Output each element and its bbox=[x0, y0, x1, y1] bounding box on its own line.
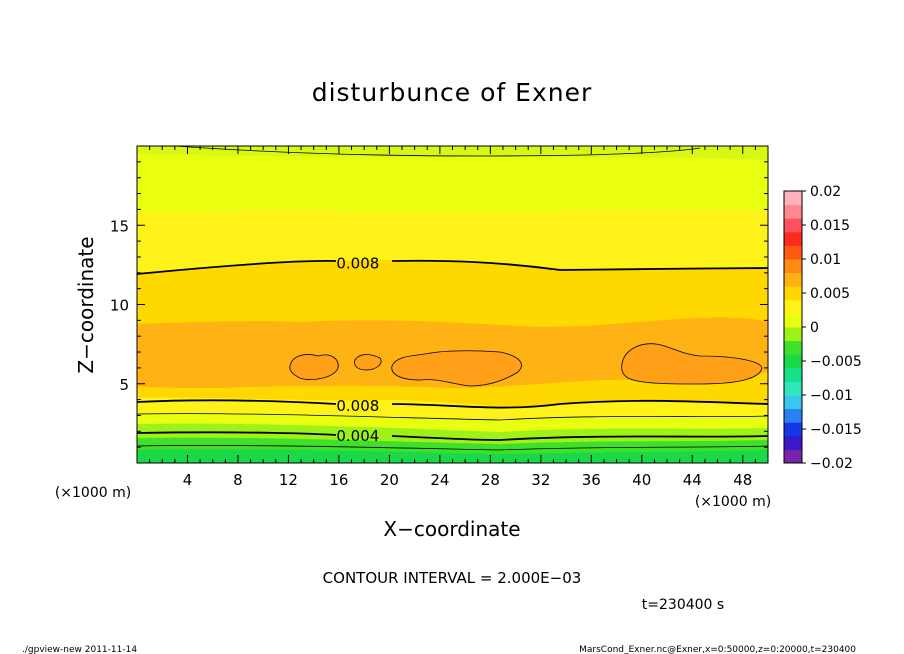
contour-line-0-004 bbox=[136, 431, 769, 441]
x-tick-label: 20 bbox=[380, 471, 399, 489]
y-tick-label: 5 bbox=[119, 376, 129, 394]
contour-0-012-cell bbox=[289, 354, 339, 380]
colorbar-swatch bbox=[784, 449, 802, 464]
colorbar-swatch bbox=[784, 327, 802, 342]
colorbar-swatch bbox=[784, 191, 802, 206]
colorbar-swatch bbox=[784, 422, 802, 437]
colorbar-swatch bbox=[784, 313, 802, 328]
colorbar bbox=[783, 190, 803, 464]
x-tick-label: 28 bbox=[481, 471, 500, 489]
contour-0-012-cell bbox=[621, 343, 763, 385]
colorbar-swatch bbox=[784, 367, 802, 382]
colorbar-swatch bbox=[784, 218, 802, 233]
x-tick-label: 24 bbox=[430, 471, 449, 489]
colorbar-swatch bbox=[784, 340, 802, 355]
contour-line-0-008-upper bbox=[136, 259, 769, 275]
x-tick-label: 16 bbox=[329, 471, 348, 489]
colorbar-label: 0.015 bbox=[810, 218, 850, 234]
colorbar-swatch bbox=[784, 299, 802, 314]
colorbar-label: −0.02 bbox=[810, 456, 853, 472]
time-label: t=230400 s bbox=[642, 597, 724, 613]
contour-line-0-008-lower bbox=[136, 399, 769, 409]
x-tick-label: 40 bbox=[632, 471, 651, 489]
colorbar-label: 0.02 bbox=[810, 184, 841, 200]
colorbar-swatch bbox=[784, 408, 802, 423]
contour-line-top bbox=[174, 145, 701, 157]
contour-interval: CONTOUR INTERVAL = 2.000E−03 bbox=[323, 569, 582, 587]
y-tick-label: 15 bbox=[110, 217, 129, 235]
contour-0-012-cell bbox=[354, 354, 382, 371]
colorbar-label: 0 bbox=[810, 320, 819, 336]
x-tick-label: 12 bbox=[279, 471, 298, 489]
colorbar-label: −0.015 bbox=[810, 422, 862, 438]
x-tick-label: 48 bbox=[733, 471, 752, 489]
footer-left: ./gpview-new 2011-11-14 bbox=[22, 645, 137, 654]
x-tick-label: 32 bbox=[531, 471, 550, 489]
y-axis: 5 10 15 bbox=[110, 161, 768, 448]
colorbar-swatch bbox=[784, 204, 802, 219]
band-top bbox=[137, 146, 768, 160]
colorbar-swatch bbox=[784, 381, 802, 396]
contour-label: 0.004 bbox=[336, 427, 379, 445]
colorbar-label: 0.005 bbox=[810, 286, 850, 302]
colorbar-swatch bbox=[784, 245, 802, 260]
footer-right: MarsCond_Exner.nc@Exner,x=0:50000,z=0:20… bbox=[579, 645, 856, 654]
chart-title: disturbunce of Exner bbox=[312, 78, 593, 107]
colorbar-label: 0.01 bbox=[810, 252, 841, 268]
plot-area bbox=[136, 145, 769, 464]
colorbar-swatch bbox=[784, 286, 802, 301]
x-tick-label: 8 bbox=[233, 471, 243, 489]
x-tick-label: 4 bbox=[183, 471, 193, 489]
band-bottom bbox=[137, 449, 768, 463]
x-unit-right: (×1000 m) bbox=[695, 494, 771, 510]
contour-line-0-002 bbox=[136, 445, 769, 451]
colorbar-swatch bbox=[784, 259, 802, 274]
y-tick-label: 10 bbox=[110, 297, 129, 315]
x-unit-left: (×1000 m) bbox=[55, 485, 131, 501]
contour-line-0-006 bbox=[136, 413, 769, 421]
contour-0-012-cell bbox=[391, 350, 522, 387]
colorbar-label: −0.005 bbox=[810, 354, 862, 370]
colorbar-label: −0.01 bbox=[810, 388, 853, 404]
x-axis: 4 8 12 16 20 24 28 32 36 40 44 48 bbox=[149, 146, 756, 489]
contour-label: 0.008 bbox=[336, 397, 379, 415]
colorbar-swatch bbox=[784, 272, 802, 287]
x-tick-label: 36 bbox=[582, 471, 601, 489]
contour-labels: 0.008 0.008 0.004 bbox=[336, 254, 379, 445]
contour-label: 0.008 bbox=[336, 254, 379, 272]
colorbar-swatch bbox=[784, 435, 802, 450]
y-axis-label: Z−coordinate bbox=[74, 236, 98, 373]
colorbar-labels: 0.02 0.015 0.01 0.005 0 −0.005 −0.01 −0.015 −0.0… bbox=[802, 184, 862, 472]
colorbar-swatch bbox=[784, 231, 802, 246]
x-axis-label: X−coordinate bbox=[383, 517, 520, 541]
x-tick-label: 44 bbox=[683, 471, 702, 489]
colorbar-swatch bbox=[784, 395, 802, 410]
colorbar-swatch bbox=[784, 354, 802, 369]
